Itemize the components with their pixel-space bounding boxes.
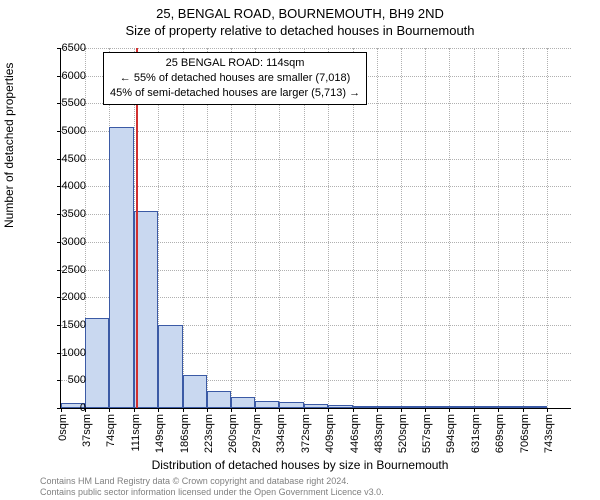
histogram-bar	[158, 325, 182, 408]
xtick-label: 334sqm	[275, 414, 287, 453]
xtick-mark	[401, 408, 402, 412]
xtick-label: 37sqm	[81, 414, 93, 447]
xtick-mark	[231, 408, 232, 412]
ytick-label: 3500	[46, 208, 86, 220]
histogram-bar	[425, 406, 449, 408]
xtick-label: 669sqm	[494, 414, 506, 453]
histogram-bar	[231, 397, 255, 408]
infobox-line2: ← 55% of detached houses are smaller (7,…	[110, 71, 360, 86]
histogram-bar	[109, 127, 133, 408]
infobox-line3: 45% of semi-detached houses are larger (…	[110, 86, 360, 101]
xtick-label: 706sqm	[519, 414, 531, 453]
ytick-label: 4500	[46, 153, 86, 165]
xtick-mark	[425, 408, 426, 412]
histogram-bar	[353, 406, 377, 408]
plot-area: 0sqm37sqm74sqm111sqm149sqm186sqm223sqm26…	[60, 48, 571, 409]
histogram-bar	[183, 375, 207, 408]
histogram-bar	[207, 391, 231, 408]
xtick-mark	[353, 408, 354, 412]
ytick-label: 4000	[46, 180, 86, 192]
xtick-mark	[304, 408, 305, 412]
footer-line1: Contains HM Land Registry data © Crown c…	[40, 476, 384, 487]
gridline-v	[449, 48, 450, 408]
ytick-label: 0	[46, 402, 86, 414]
xtick-label: 297sqm	[251, 414, 263, 453]
xtick-label: 149sqm	[154, 414, 166, 453]
xtick-mark	[547, 408, 548, 412]
xtick-label: 446sqm	[349, 414, 361, 453]
ytick-label: 500	[46, 374, 86, 386]
xtick-label: 743sqm	[543, 414, 555, 453]
xtick-mark	[474, 408, 475, 412]
histogram-bar	[449, 406, 473, 408]
footer: Contains HM Land Registry data © Crown c…	[40, 476, 384, 498]
ytick-label: 5000	[46, 125, 86, 137]
histogram-bar	[85, 318, 109, 408]
xtick-mark	[158, 408, 159, 412]
ytick-label: 1500	[46, 319, 86, 331]
xtick-mark	[134, 408, 135, 412]
histogram-bar	[401, 406, 425, 408]
ytick-label: 2000	[46, 291, 86, 303]
ytick-label: 6000	[46, 70, 86, 82]
histogram-bar	[474, 406, 499, 408]
xtick-label: 372sqm	[300, 414, 312, 453]
marker-info-box: 25 BENGAL ROAD: 114sqm ← 55% of detached…	[103, 52, 367, 105]
xtick-mark	[328, 408, 329, 412]
xtick-mark	[279, 408, 280, 412]
gridline-v	[474, 48, 475, 408]
xtick-mark	[449, 408, 450, 412]
xtick-label: 74sqm	[105, 414, 117, 447]
chart-container: 25, BENGAL ROAD, BOURNEMOUTH, BH9 2ND Si…	[0, 0, 600, 500]
xtick-label: 631sqm	[470, 414, 482, 453]
xtick-mark	[207, 408, 208, 412]
histogram-bar	[279, 402, 304, 408]
ytick-label: 1000	[46, 347, 86, 359]
histogram-bar	[377, 406, 401, 408]
histogram-bar	[328, 405, 352, 408]
xtick-label: 520sqm	[397, 414, 409, 453]
gridline-v	[425, 48, 426, 408]
xtick-label: 557sqm	[421, 414, 433, 453]
infobox-line1: 25 BENGAL ROAD: 114sqm	[110, 56, 360, 71]
histogram-bar	[255, 401, 279, 408]
chart-subtitle: Size of property relative to detached ho…	[0, 23, 600, 40]
xtick-label: 483sqm	[373, 414, 385, 453]
histogram-bar	[304, 404, 328, 408]
ytick-label: 5500	[46, 97, 86, 109]
xtick-label: 409sqm	[324, 414, 336, 453]
gridline-v	[377, 48, 378, 408]
ytick-label: 6500	[46, 42, 86, 54]
chart-title: 25, BENGAL ROAD, BOURNEMOUTH, BH9 2ND	[0, 0, 600, 23]
gridline-v	[523, 48, 524, 408]
xtick-label: 594sqm	[445, 414, 457, 453]
xtick-mark	[109, 408, 110, 412]
footer-line2: Contains public sector information licen…	[40, 487, 384, 498]
xtick-label: 223sqm	[203, 414, 215, 453]
y-axis-label: Number of detached properties	[2, 63, 16, 228]
ytick-label: 2500	[46, 264, 86, 276]
x-axis-label: Distribution of detached houses by size …	[0, 458, 600, 472]
xtick-mark	[523, 408, 524, 412]
xtick-mark	[183, 408, 184, 412]
gridline-v	[547, 48, 548, 408]
gridline-v	[498, 48, 499, 408]
xtick-label: 260sqm	[227, 414, 239, 453]
xtick-label: 186sqm	[179, 414, 191, 453]
xtick-mark	[377, 408, 378, 412]
xtick-label: 111sqm	[130, 414, 142, 452]
xtick-mark	[255, 408, 256, 412]
ytick-label: 3000	[46, 236, 86, 248]
histogram-bar	[523, 406, 547, 408]
gridline-v	[401, 48, 402, 408]
xtick-label: 0sqm	[57, 414, 69, 441]
histogram-bar	[498, 406, 522, 408]
xtick-mark	[498, 408, 499, 412]
